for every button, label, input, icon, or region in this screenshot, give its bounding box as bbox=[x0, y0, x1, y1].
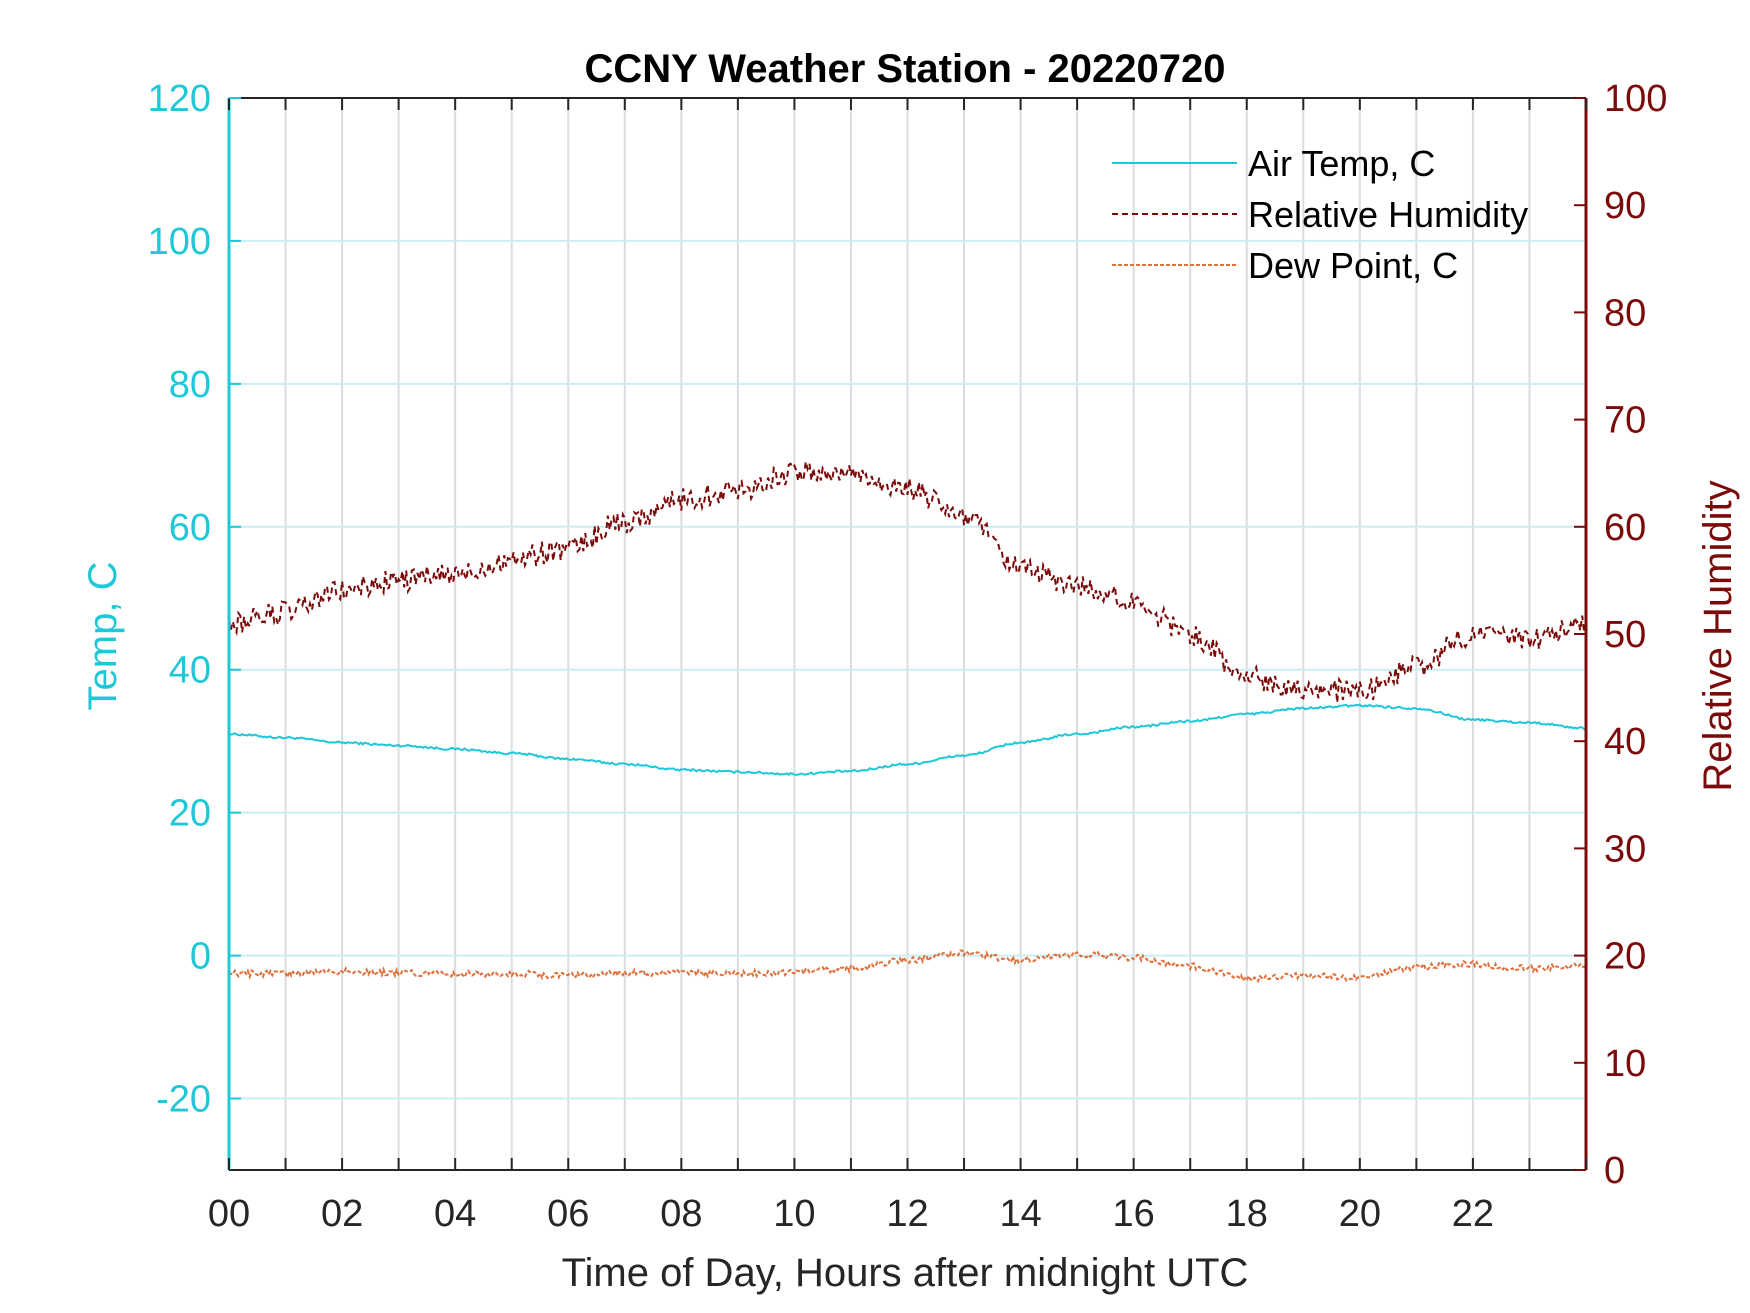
x-tick-label: 12 bbox=[886, 1193, 928, 1235]
y-right-tick-label: 60 bbox=[1604, 507, 1646, 549]
y-right-tick-label: 100 bbox=[1604, 78, 1667, 120]
x-tick-label: 10 bbox=[773, 1193, 815, 1235]
x-tick-label: 08 bbox=[660, 1193, 702, 1235]
text-layer: CCNY Weather Station - 20220720 Time of … bbox=[81, 47, 1740, 1295]
y-left-tick-label: 100 bbox=[148, 221, 211, 263]
y-left-tick-label: 0 bbox=[190, 936, 211, 978]
x-tick-label: 22 bbox=[1452, 1193, 1494, 1235]
x-tick-label: 06 bbox=[547, 1193, 589, 1235]
x-tick-label: 00 bbox=[208, 1193, 250, 1235]
series-line-air-temp-c bbox=[228, 703, 1586, 776]
y-right-tick-label: 20 bbox=[1604, 936, 1646, 978]
grid-layer bbox=[229, 97, 1586, 1170]
legend-label: Dew Point, C bbox=[1248, 245, 1458, 286]
y-left-tick-label: 20 bbox=[169, 793, 211, 835]
y-right-tick-label: 30 bbox=[1604, 828, 1646, 870]
legend-label: Relative Humidity bbox=[1248, 194, 1528, 235]
axes-layer bbox=[227, 97, 1588, 1171]
x-tick-label: 04 bbox=[434, 1193, 476, 1235]
y-left-tick-label: 60 bbox=[169, 507, 211, 549]
x-tick-label: 14 bbox=[999, 1193, 1041, 1235]
y-left-tick-label: 40 bbox=[169, 650, 211, 692]
y-right-tick-label: 90 bbox=[1604, 185, 1646, 227]
y-right-tick-label: 0 bbox=[1604, 1150, 1625, 1192]
y-left-tick-label: 80 bbox=[169, 364, 211, 406]
y-right-tick-label: 50 bbox=[1604, 614, 1646, 656]
y-left-tick-label: -20 bbox=[156, 1079, 211, 1121]
x-tick-label: 18 bbox=[1226, 1193, 1268, 1235]
legend-label: Air Temp, C bbox=[1248, 143, 1435, 184]
legend: Air Temp, C Relative Humidity Dew Point, C bbox=[1112, 143, 1528, 286]
y-right-tick-label: 80 bbox=[1604, 292, 1646, 334]
y-left-tick-label: 120 bbox=[148, 78, 211, 120]
y-right-tick-label: 70 bbox=[1604, 400, 1646, 442]
y-right-tick-label: 40 bbox=[1604, 721, 1646, 763]
y-axis-right-label: Relative Humidity bbox=[1696, 480, 1740, 791]
x-tick-label: 02 bbox=[321, 1193, 363, 1235]
series-line-relative-humidity bbox=[228, 461, 1587, 703]
data-layer bbox=[228, 461, 1587, 984]
x-tick-label: 20 bbox=[1339, 1193, 1381, 1235]
x-axis-label: Time of Day, Hours after midnight UTC bbox=[562, 1251, 1249, 1295]
chart-title: CCNY Weather Station - 20220720 bbox=[585, 47, 1226, 91]
y-right-tick-label: 10 bbox=[1604, 1043, 1646, 1085]
x-tick-label: 16 bbox=[1113, 1193, 1155, 1235]
y-axis-left-label: Temp, C bbox=[81, 562, 125, 711]
